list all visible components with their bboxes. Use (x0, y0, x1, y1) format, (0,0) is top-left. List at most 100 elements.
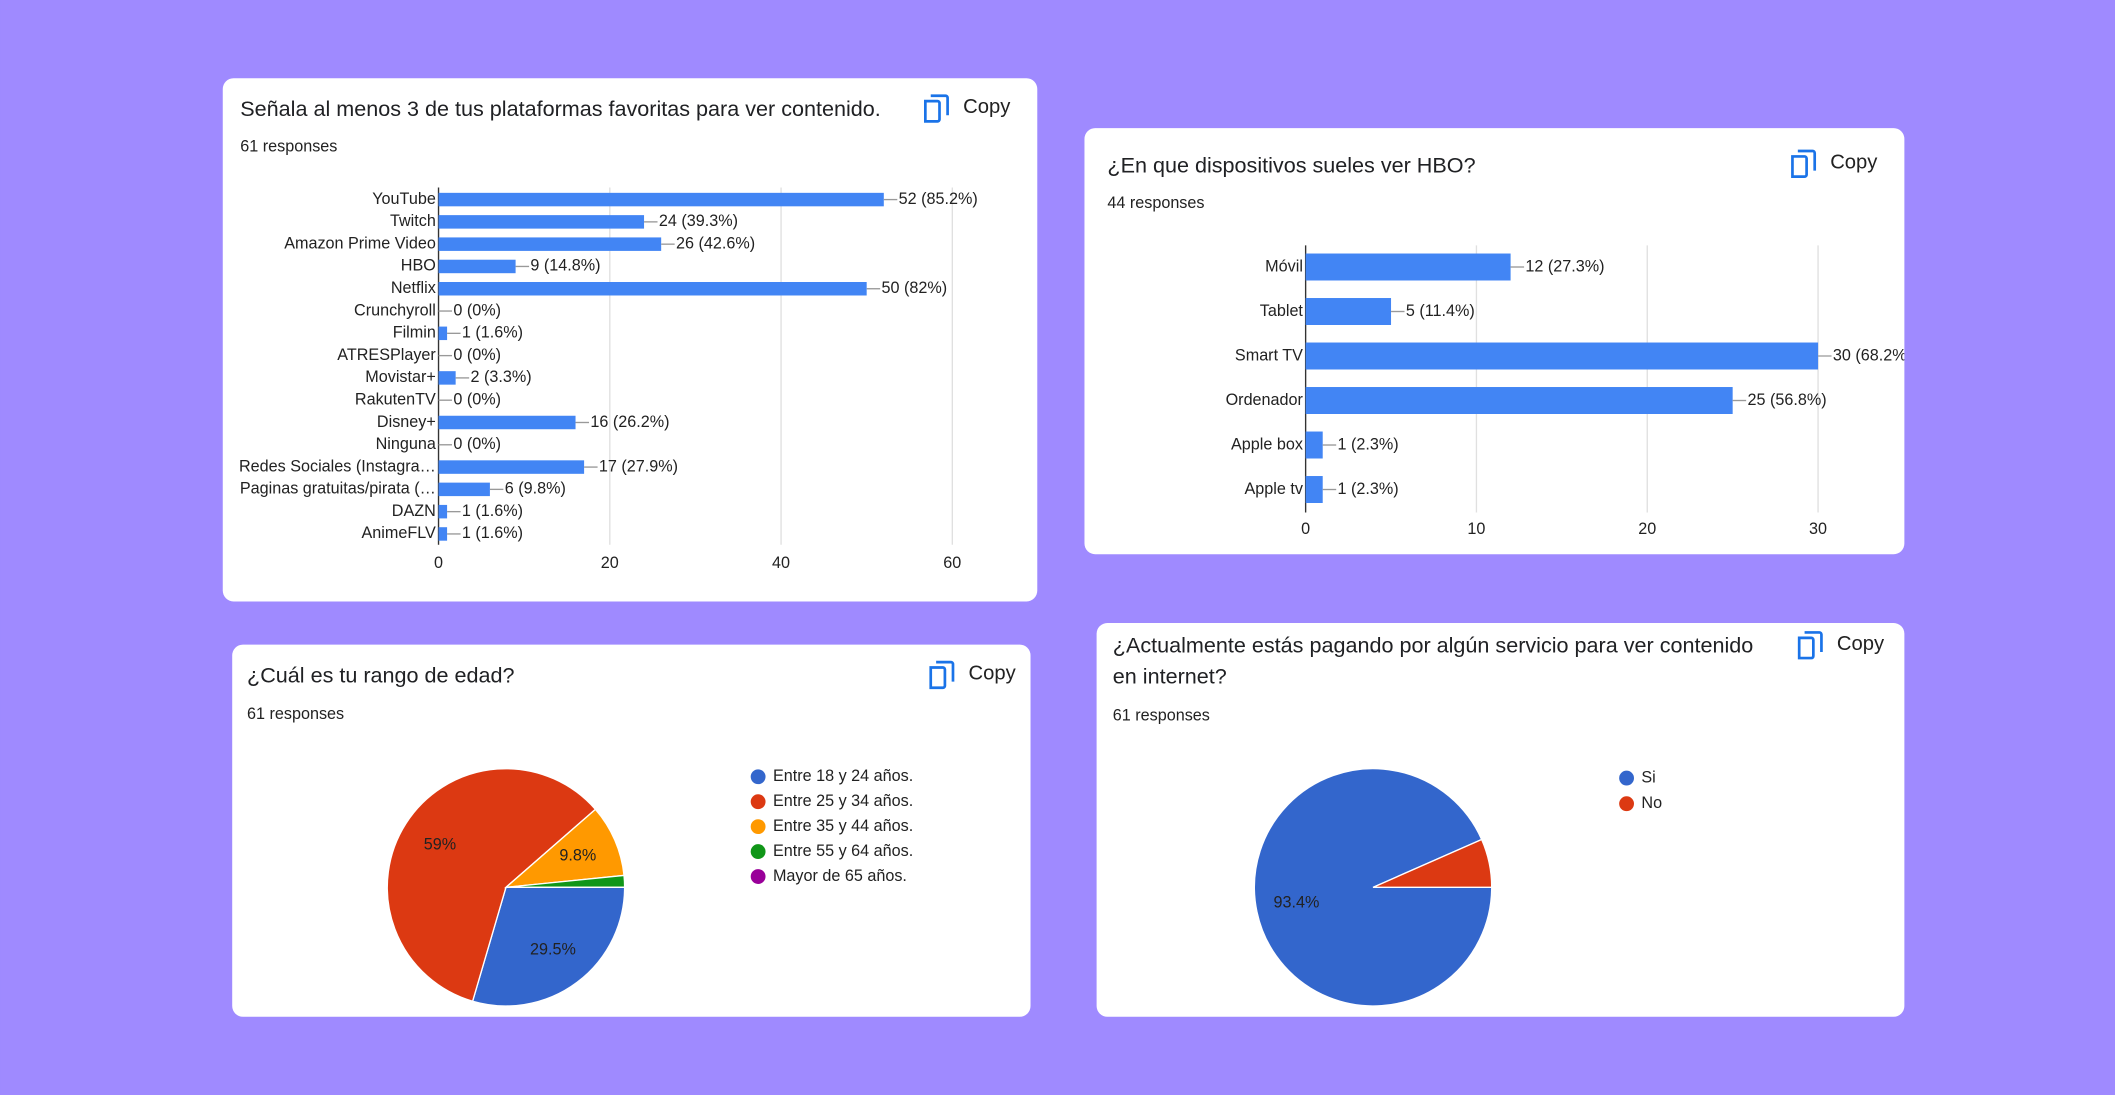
bar (438, 326, 448, 341)
value-label: 5 (11.4%) (1406, 302, 1475, 320)
chart-title: Señala al menos 3 de tus plataformas fav… (240, 98, 881, 122)
chart-title: ¿Cuál es tu rango de edad? (247, 664, 515, 688)
legend-label: Entre 25 y 34 años. (773, 792, 913, 810)
response-count: 61 responses (1113, 706, 1210, 724)
bar (438, 237, 662, 251)
chart-title: ¿Actualmente estás pagando por algún ser… (1112, 635, 1754, 690)
chart-card: ¿Cuál es tu rango de edad? 61 responses Co… (232, 644, 1031, 1017)
title-box: Señala al menos 3 de tus plataformas fav… (240, 98, 881, 122)
value-label: 26 (42.6%) (676, 234, 755, 252)
copy-label[interactable]: Copy (1830, 152, 1878, 174)
card-content: ¿Actualmente estás pagando por algún ser… (1112, 631, 1885, 1007)
legend-label: Entre 35 y 44 años. (773, 817, 913, 835)
legend-label: Entre 55 y 64 años. (773, 842, 913, 860)
response-count: 44 responses (1107, 194, 1204, 212)
category-label: YouTube (372, 190, 436, 208)
legend-marker (1619, 796, 1634, 812)
legend-marker (750, 769, 766, 785)
title-box: ¿Cuál es tu rango de edad? (247, 664, 515, 688)
pie-slice (386, 768, 597, 1003)
value-label: 9 (14.8%) (530, 257, 600, 275)
category-label: Movistar+ (365, 368, 436, 386)
card-content: ¿Cuál es tu rango de edad? 61 responses Co… (247, 660, 1017, 1007)
chart-card: ¿Actualmente estás pagando por algún ser… (1096, 623, 1905, 1017)
value-label: 0 (0%) (453, 390, 501, 408)
x-tick-label: 20 (1638, 520, 1656, 538)
copy-label[interactable]: Copy (1837, 633, 1885, 655)
copy-icon (1791, 149, 1817, 179)
title-box: ¿En que dispositivos sueles ver HBO? (1107, 155, 1476, 179)
value-label: 17 (27.9%) (599, 457, 678, 475)
category-label: Twitch (390, 212, 436, 230)
value-label: 30 (68.2%) (1833, 346, 1912, 364)
value-label: 50 (82%) (882, 279, 948, 297)
category-label: Tablet (1260, 302, 1304, 320)
category-label: DAZN (392, 502, 436, 520)
category-label: Apple box (1231, 435, 1303, 453)
bar (438, 460, 585, 474)
card-content: Señala al menos 3 de tus plataformas fav… (239, 94, 1011, 572)
legend-label: No (1641, 794, 1662, 812)
value-label: 52 (85.2%) (899, 190, 978, 208)
value-label: 24 (39.3%) (659, 212, 738, 230)
x-tick-label: 10 (1467, 520, 1485, 538)
copy-button[interactable]: Copy (1797, 631, 1885, 660)
bar (1305, 476, 1323, 503)
bar (438, 259, 516, 274)
category-label: ATRESPlayer (337, 346, 436, 364)
category-label: Crunchyroll (354, 301, 436, 319)
slice-label: 59% (424, 835, 456, 853)
category-label: AnimeFLV (362, 524, 437, 542)
copy-icon (929, 660, 955, 690)
x-tick-label: 30 (1809, 520, 1827, 538)
slice-label: 9.8% (559, 846, 596, 864)
category-label: Redes Sociales (Instagra… (239, 457, 436, 475)
value-label: 1 (2.3%) (1338, 435, 1399, 453)
bar (1305, 387, 1733, 414)
bar (438, 215, 645, 229)
pie-slice (503, 808, 625, 889)
bar (438, 504, 448, 519)
value-label: 16 (26.2%) (590, 413, 669, 431)
pie-slice (471, 886, 626, 1007)
category-label: RakutenTV (355, 390, 436, 408)
card (1084, 128, 1905, 555)
bar (1305, 431, 1323, 459)
category-label: Apple tv (1244, 480, 1303, 498)
category-label: Paginas gratuitas/pirata (… (240, 480, 436, 498)
legend-label: Si (1641, 768, 1655, 786)
copy-label[interactable]: Copy (963, 96, 1011, 118)
value-label: 1 (1.6%) (462, 524, 523, 542)
bar (438, 282, 867, 296)
x-tick-label: 40 (772, 554, 790, 572)
chart-title: ¿En que dispositivos sueles ver HBO? (1107, 155, 1476, 179)
bar (438, 415, 576, 430)
category-label: Ordenador (1226, 391, 1304, 409)
legend-marker (750, 869, 766, 884)
title-box: ¿Actualmente estás pagando por algún ser… (1112, 635, 1754, 690)
x-tick-label: 0 (434, 554, 443, 572)
value-label: 25 (56.8%) (1747, 391, 1826, 409)
copy-label[interactable]: Copy (968, 663, 1016, 685)
chart-card: Señala al menos 3 de tus plataformas fav… (222, 78, 1038, 602)
category-label: Smart TV (1235, 346, 1303, 364)
pie-slice (1372, 838, 1493, 889)
value-label: 6 (9.8%) (505, 480, 566, 498)
x-tick-label: 0 (1301, 520, 1310, 538)
legend-label: Entre 18 y 24 años. (773, 767, 913, 785)
card-content: ¿En que dispositivos sueles ver HBO? 44 r… (1107, 149, 1912, 538)
copy-button[interactable]: Copy (1791, 149, 1878, 179)
bar (1305, 298, 1392, 325)
value-label: 0 (0%) (453, 301, 501, 319)
slice-label: 29.5% (530, 940, 576, 958)
slice-label: 93.4% (1273, 894, 1319, 912)
copy-button[interactable]: Copy (929, 660, 1017, 690)
value-label: 1 (1.6%) (462, 324, 523, 342)
category-label: Amazon Prime Video (284, 234, 436, 252)
copy-button[interactable]: Copy (923, 94, 1011, 123)
bar (1305, 253, 1511, 281)
bar (438, 527, 448, 541)
bar (438, 371, 456, 385)
